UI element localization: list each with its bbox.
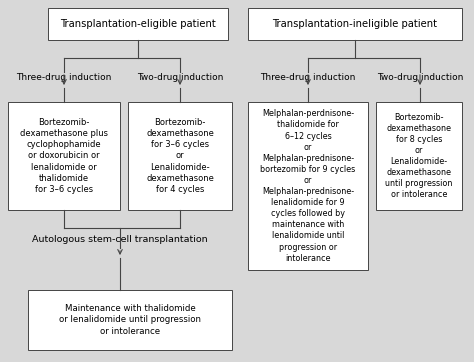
Text: Melphalan-perdnisone-
thalidomide for
6–12 cycles
or
Melphalan-prednisone-
borte: Melphalan-perdnisone- thalidomide for 6–… bbox=[260, 109, 356, 263]
Text: Autologous stem-cell transplantation: Autologous stem-cell transplantation bbox=[32, 236, 208, 244]
FancyBboxPatch shape bbox=[376, 102, 462, 210]
FancyBboxPatch shape bbox=[248, 102, 368, 270]
Text: Transplantation-eligible patient: Transplantation-eligible patient bbox=[60, 19, 216, 29]
FancyBboxPatch shape bbox=[48, 8, 228, 40]
Text: Transplantation-ineligible patient: Transplantation-ineligible patient bbox=[273, 19, 438, 29]
Text: Three-drug induction: Three-drug induction bbox=[260, 73, 356, 83]
FancyBboxPatch shape bbox=[248, 8, 462, 40]
Text: Two-drug induction: Two-drug induction bbox=[377, 73, 463, 83]
Text: Two-drug induction: Two-drug induction bbox=[137, 73, 223, 83]
FancyBboxPatch shape bbox=[8, 102, 120, 210]
Text: Bortezomib-
dexamethasone plus
cyclophophamide
or doxorubicin or
lenalidomide or: Bortezomib- dexamethasone plus cyclophop… bbox=[20, 118, 108, 194]
Text: Bortezomib-
dexamethasone
for 3–6 cycles
or
Lenalidomide-
dexamethasone
for 4 cy: Bortezomib- dexamethasone for 3–6 cycles… bbox=[146, 118, 214, 194]
FancyBboxPatch shape bbox=[28, 290, 232, 350]
Text: Bortezomib-
dexamethasone
for 8 cycles
or
Lenalidomide-
dexamethasone
until prog: Bortezomib- dexamethasone for 8 cycles o… bbox=[385, 113, 453, 199]
Text: Maintenance with thalidomide
or lenalidomide until progression
or intolerance: Maintenance with thalidomide or lenalido… bbox=[59, 304, 201, 336]
FancyBboxPatch shape bbox=[128, 102, 232, 210]
Text: Three-drug induction: Three-drug induction bbox=[16, 73, 112, 83]
